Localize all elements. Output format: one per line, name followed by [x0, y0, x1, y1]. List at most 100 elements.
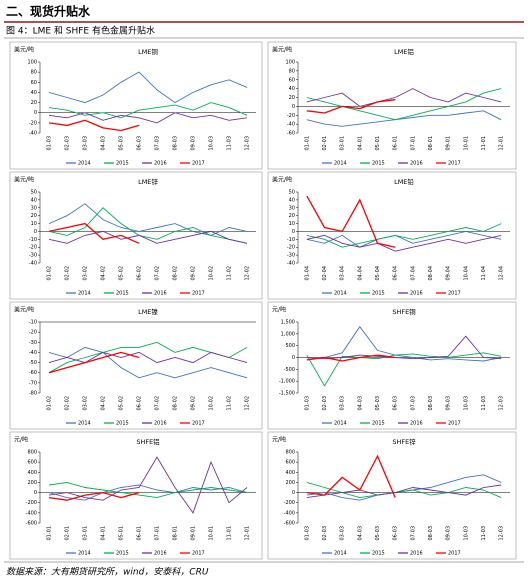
x-tick-label: 06-02	[137, 266, 143, 281]
y-tick-label: -50	[29, 360, 37, 366]
x-tick-label: 03-03	[83, 136, 89, 151]
panel-frame	[9, 41, 263, 170]
y-tick-label: -40	[287, 261, 295, 267]
x-tick-label: 06-01	[393, 136, 399, 151]
y-tick-label: 600	[285, 460, 295, 466]
y-tick-label: -20	[29, 330, 37, 336]
panel-frame	[267, 171, 517, 300]
legend-label: 2015	[116, 291, 129, 297]
legend-label: 2017	[448, 421, 461, 427]
y-tick-label: 10	[31, 221, 37, 227]
x-tick-label: 08-04	[428, 266, 434, 281]
x-tick-label: 02-02	[65, 396, 71, 411]
x-tick-label: 07-03	[155, 136, 161, 151]
series-line	[306, 234, 502, 252]
legend-label: 2017	[192, 161, 205, 167]
x-tick-label: 05-01	[119, 526, 125, 541]
series-line	[48, 351, 248, 364]
x-tick-label: 11-02	[227, 266, 233, 281]
y-tick-label: 100	[285, 60, 295, 66]
y-tick-label: 80	[289, 68, 295, 74]
y-tick-label: 200	[285, 480, 295, 486]
y-tick-label: 20	[31, 213, 37, 219]
chart-title: LME镍	[138, 307, 158, 316]
y-tick-label: 40	[289, 197, 295, 203]
legend-label: 2014	[334, 161, 347, 167]
y-tick-label: 0	[34, 490, 37, 496]
x-tick-label: 07-02	[155, 266, 161, 281]
y-tick-label: 40	[289, 86, 295, 92]
series-line	[306, 335, 502, 360]
legend-label: 2014	[78, 421, 91, 427]
x-tick-label: 10-02	[209, 396, 215, 411]
y-tick-label: 500	[285, 343, 295, 349]
legend-label: 2015	[116, 161, 129, 167]
series-line	[48, 112, 248, 124]
y-tick-label: 40	[31, 197, 37, 203]
y-tick-label: 10	[289, 221, 295, 227]
x-tick-label: 09-01	[191, 526, 197, 541]
x-tick-label: 03-02	[83, 396, 89, 411]
legend-label: 2016	[410, 421, 423, 427]
x-tick-label: 01-01	[47, 526, 53, 541]
x-tick-label: 02-03	[65, 136, 71, 151]
legend-label: 2016	[154, 161, 167, 167]
y-tick-label: 400	[285, 470, 295, 476]
x-tick-label: 10-02	[209, 266, 215, 281]
legend-label: 2016	[410, 551, 423, 557]
chart-title: SHFE铜	[392, 307, 416, 316]
x-tick-label: 03-04	[340, 266, 346, 281]
y-tick-label: 600	[27, 460, 37, 466]
series-line	[306, 88, 502, 121]
x-tick-label: 12-02	[245, 266, 251, 281]
chart-title: LME锌	[138, 177, 158, 186]
y-tick-label: -10	[287, 237, 295, 243]
y-tick-label: 100	[27, 60, 37, 66]
unit-label: 元/吨	[272, 436, 286, 444]
legend-label: 2017	[192, 421, 205, 427]
series-line	[48, 346, 248, 379]
chart-panel: 元/吨 SHFE锌 -600 -400 -200 0 200 400 600 800 01-03 02…	[267, 431, 517, 560]
x-tick-label: 09-02	[191, 266, 197, 281]
x-tick-label: 04-03	[101, 136, 107, 151]
y-tick-label: 20	[289, 95, 295, 101]
series-line	[48, 203, 248, 236]
series-line	[306, 99, 396, 114]
x-tick-label: 10-03	[463, 526, 469, 541]
x-tick-label: 04-01	[101, 526, 107, 541]
y-tick-label: -200	[284, 500, 295, 506]
y-tick-label: -40	[29, 261, 37, 267]
legend-label: 2015	[372, 291, 385, 297]
panel-frame	[9, 171, 263, 300]
x-tick-label: 03-01	[340, 136, 346, 151]
y-tick-label: 800	[27, 450, 37, 456]
x-tick-label: 09-03	[191, 136, 197, 151]
x-tick-label: 12-03	[245, 136, 251, 151]
series-line	[306, 230, 502, 248]
y-tick-label: -10	[29, 320, 37, 326]
unit-label: 美元/吨	[14, 46, 34, 54]
x-tick-label: 06-03	[137, 136, 143, 151]
y-tick-label: -80	[29, 391, 37, 397]
x-tick-label: 03-03	[340, 396, 346, 411]
y-tick-label: -1,500	[279, 391, 295, 397]
x-tick-label: 11-02	[227, 396, 233, 411]
x-tick-label: 12-04	[499, 266, 505, 281]
legend-label: 2015	[372, 421, 385, 427]
x-tick-label: 09-01	[446, 136, 452, 151]
series-line	[306, 195, 396, 248]
chart-title: LME铅	[394, 177, 414, 186]
y-tick-label: -30	[287, 253, 295, 259]
x-tick-label: 09-04	[446, 266, 452, 281]
legend-label: 2015	[116, 551, 129, 557]
x-tick-label: 05-03	[375, 526, 381, 541]
series-line	[306, 88, 502, 107]
x-tick-label: 01-02	[47, 266, 53, 281]
chart-title: SHFE锌	[392, 437, 416, 446]
unit-label: 美元/吨	[14, 306, 34, 314]
series-line	[48, 491, 140, 501]
chart-title: LME铝	[394, 47, 414, 56]
chart-title: LME铜	[138, 47, 158, 56]
x-tick-label: 08-03	[428, 396, 434, 411]
